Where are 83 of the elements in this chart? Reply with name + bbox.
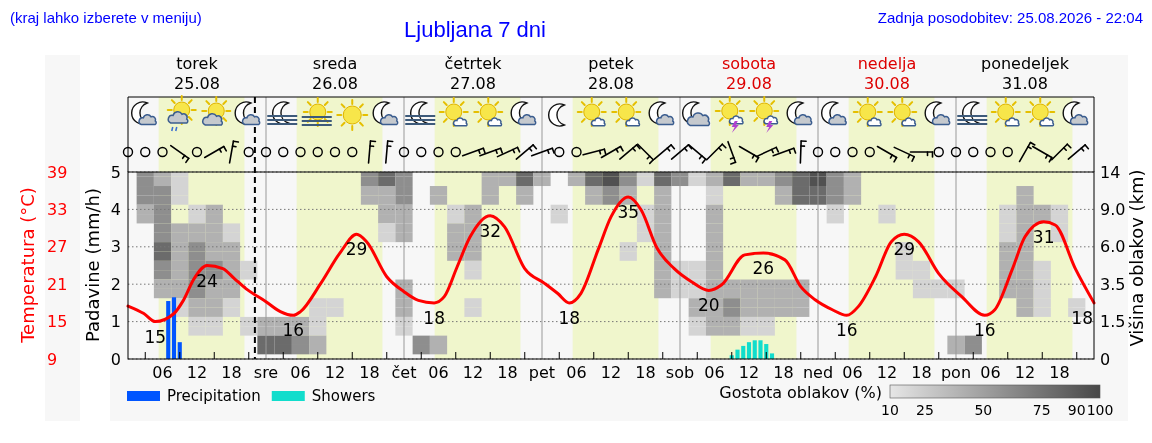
color-bar-label: 75 — [1032, 402, 1051, 418]
legend-label: Precipitation — [167, 387, 261, 405]
color-bar-label: 10 — [881, 402, 899, 418]
x-tick-label: 06 — [290, 362, 311, 382]
x-tick-label: 18 — [773, 362, 794, 382]
y-tick-label: 3 — [110, 237, 121, 257]
y-tick-label: 1.5 — [1100, 312, 1126, 332]
data-label: 35 — [617, 201, 640, 222]
x2-tick-label: torek 25.08 — [174, 53, 220, 93]
chart-title: Ljubljana 7 dni — [404, 16, 546, 42]
data-label: 32 — [479, 220, 502, 241]
x-tick-label: 06 — [566, 362, 587, 382]
y-tick-label: 1 — [110, 312, 121, 332]
color-bar-label: 100 — [1086, 402, 1114, 418]
y-tick-label: 3.5 — [1100, 274, 1126, 294]
color-bar-label: 25 — [916, 402, 934, 418]
x-tick-label: 18 — [497, 362, 518, 382]
y2-tick-label: 9 — [47, 349, 58, 369]
x2-tick-label: sreda 26.08 — [312, 53, 358, 93]
x-tick-label: 12 — [324, 362, 346, 382]
data-label: 31 — [1032, 226, 1055, 247]
y2-tick-label: 27 — [47, 237, 68, 257]
x2-tick-label: četrtek 27.08 — [444, 53, 503, 93]
x-tick-label: 12 — [876, 362, 898, 382]
x2-tick-label: sobota 29.08 — [721, 53, 777, 93]
x2-tick-label: ponedeljek 31.08 — [981, 53, 1070, 93]
color-bar-label: 90 — [1067, 402, 1086, 418]
data-label: 16 — [282, 320, 305, 341]
y2-tick-label: 33 — [47, 199, 68, 219]
y-tick-label: 0 — [110, 349, 121, 369]
y-tick-label: 4 — [110, 199, 121, 219]
legend-label: Showers — [311, 387, 376, 405]
x-tick-label: čet — [391, 362, 417, 382]
x-tick-label: ned — [802, 362, 834, 382]
x-tick-label: 06 — [152, 362, 173, 382]
x-tick-label: 18 — [359, 362, 380, 382]
y-axis-title: Višina oblakov (km) — [1126, 169, 1147, 347]
x-tick-label: 06 — [842, 362, 863, 382]
x2-tick-label: nedelja 30.08 — [857, 53, 917, 93]
y2-tick-label: 39 — [47, 162, 68, 182]
data-label: 18 — [423, 307, 446, 328]
x-tick-label: 06 — [428, 362, 449, 382]
data-label: 16 — [973, 320, 996, 341]
x2-tick-label: petek 28.08 — [588, 53, 635, 93]
data-label: 24 — [196, 270, 218, 291]
x-tick-label: sob — [665, 362, 695, 382]
data-label: 26 — [752, 258, 775, 279]
data-label: 29 — [893, 239, 916, 260]
x-tick-label: sre — [253, 362, 279, 382]
y-tick-label: 9.0 — [1100, 199, 1126, 219]
y-tick-label: 6.0 — [1100, 237, 1126, 257]
data-label: 15 — [144, 326, 167, 347]
text: Zadnja posodobitev: 25.08.2026 - 22:04 — [877, 8, 1143, 26]
x-tick-label: 12 — [600, 362, 622, 382]
y2-axis-title: Temperatura (°C) — [17, 187, 38, 344]
bar — [746, 342, 752, 359]
color-bar-title: Gostota oblakov (%) — [719, 382, 882, 402]
x-tick-label: 18 — [1049, 362, 1070, 382]
data-label: 29 — [345, 239, 368, 260]
x-tick-label: 18 — [911, 362, 932, 382]
y2-tick-label: 21 — [47, 274, 68, 294]
data-label: 18 — [1071, 307, 1093, 328]
color-bar-label: 50 — [974, 402, 993, 418]
x-tick-label: 06 — [704, 362, 725, 382]
x-tick-label: pet — [528, 362, 556, 382]
x-tick-label: pon — [940, 362, 972, 382]
y-tick-label: 2 — [110, 274, 121, 294]
text: (kraj lahko izberete v meniju) — [10, 8, 202, 26]
x-tick-label: 18 — [221, 362, 242, 382]
y2-tick-label: 15 — [47, 312, 68, 332]
x-tick-label: 06 — [980, 362, 1001, 382]
x-tick-label: 12 — [1014, 362, 1036, 382]
x-tick-label: 12 — [186, 362, 208, 382]
data-label: 20 — [697, 295, 720, 316]
y-tick-label: 14 — [1100, 162, 1121, 182]
y-tick-label: 0 — [1100, 349, 1111, 369]
data-label: 16 — [835, 320, 858, 341]
x-tick-label: 12 — [738, 362, 760, 382]
x-tick-label: 12 — [462, 362, 484, 382]
y-tick-label: 5 — [110, 162, 121, 182]
data-label: 18 — [558, 307, 581, 328]
y-axis-title: Padavine (mm/h) — [82, 188, 103, 342]
x-tick-label: 18 — [635, 362, 656, 382]
